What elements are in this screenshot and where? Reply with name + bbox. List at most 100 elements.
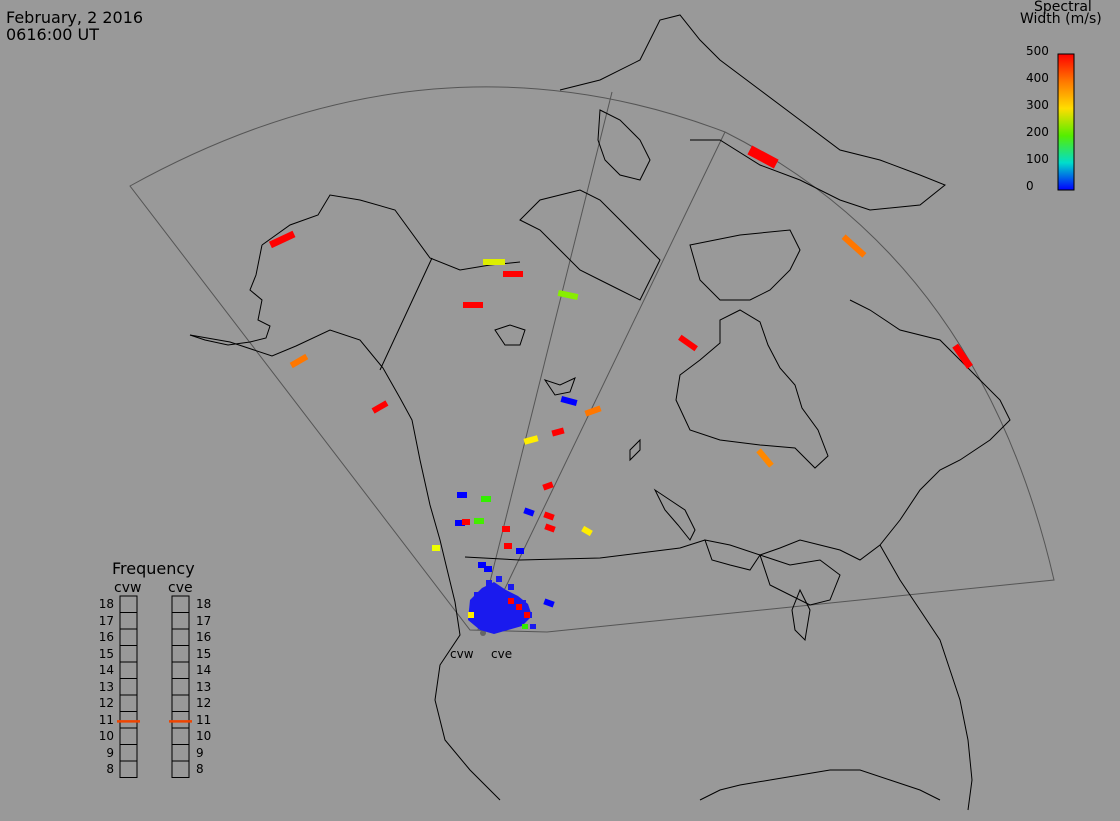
time-label: 0616:00 UT	[6, 25, 100, 44]
borders	[379, 257, 706, 561]
frequency-scale-label: 17	[196, 613, 212, 628]
frequency-cell	[171, 612, 190, 630]
frequency-cell	[119, 744, 138, 762]
frequency-scale-label: 12	[98, 696, 114, 711]
frequency-cell	[171, 760, 190, 778]
echo-cell	[484, 566, 492, 572]
frequency-cell	[171, 595, 190, 613]
coastlines	[189, 14, 1011, 811]
colorbar-tick-label: 100	[1026, 152, 1049, 166]
near-range-echoes	[468, 576, 536, 634]
frequency-cell	[171, 678, 190, 696]
echo-cell	[678, 334, 698, 352]
colorbar-title: Spectral	[1034, 0, 1092, 15]
frequency-scale-label: 8	[106, 762, 114, 777]
beam-line	[483, 131, 726, 633]
beam-line	[477, 91, 613, 631]
frequency-cell	[171, 727, 190, 745]
frequency-scale-label: 18	[196, 597, 212, 612]
frequency-cell	[171, 645, 190, 663]
frequency-scale-label: 9	[196, 745, 204, 760]
echo-cell	[747, 145, 779, 169]
echo-cell	[462, 519, 470, 525]
echo-cell	[551, 427, 565, 437]
colorbar-tick-label: 500	[1026, 44, 1049, 58]
frequency-radar-cvw: cvw	[114, 580, 142, 596]
echo-cells	[268, 145, 973, 608]
echo-cell	[523, 507, 535, 517]
frequency-scale-label: 15	[98, 646, 114, 661]
radar-label-cvw: cvw	[450, 647, 474, 661]
frequency-scale-label: 8	[196, 762, 204, 777]
frequency-cell	[119, 760, 138, 778]
echo-cell	[581, 525, 593, 537]
echo-cell	[503, 271, 523, 277]
near-range-echo-accents	[468, 598, 530, 629]
echo-cell	[478, 562, 486, 568]
echo-cell	[756, 448, 774, 468]
frequency-scale-label: 11	[196, 712, 212, 727]
frequency-scale-label: 16	[98, 630, 114, 645]
frequency-scale-label: 10	[196, 729, 212, 744]
frequency-scale-label: 14	[196, 663, 212, 678]
frequency-scale-label: 18	[98, 597, 114, 612]
frequency-cell	[171, 628, 190, 646]
echo-cell	[952, 343, 973, 369]
frequency-radar-cve: cve	[168, 580, 193, 596]
echo-cell	[523, 435, 539, 445]
echo-cell	[481, 496, 491, 502]
frequency-cell	[119, 595, 138, 613]
frequency-scale-label: 11	[98, 712, 114, 727]
frequency-indicators	[117, 595, 192, 778]
colorbar-tick-label: 400	[1026, 71, 1049, 85]
echo-cell	[268, 230, 296, 249]
frequency-scale-label: 12	[196, 696, 212, 711]
colorbar	[1057, 53, 1075, 191]
frequency-scale-label: 9	[106, 745, 114, 760]
echo-cell	[560, 396, 578, 406]
frequency-cell	[171, 661, 190, 679]
echo-cell	[289, 353, 309, 369]
echo-cell	[543, 598, 555, 608]
frequency-scale-label: 16	[196, 630, 212, 645]
frequency-cell	[119, 727, 138, 745]
frequency-cell	[119, 711, 138, 729]
frequency-scale-label: 13	[196, 679, 212, 694]
frequency-cell	[119, 628, 138, 646]
frequency-cell	[119, 661, 138, 679]
echo-cell	[483, 259, 505, 265]
frequency-cell	[171, 744, 190, 762]
colorbar-units: Width (m/s)	[1020, 11, 1102, 27]
echo-cell	[543, 511, 555, 521]
frequency-cell	[171, 694, 190, 712]
colorbar-tick-label: 0	[1026, 179, 1034, 193]
frequency-title: Frequency	[112, 559, 195, 578]
echo-cell	[542, 481, 554, 491]
fov-outline	[129, 86, 1055, 633]
echo-cell	[557, 289, 579, 301]
echo-cell	[371, 400, 389, 414]
radar-site-cvw	[480, 630, 486, 636]
echo-cell	[432, 545, 440, 551]
echo-cell	[455, 520, 465, 526]
echo-cell	[544, 523, 556, 533]
echo-cell	[502, 526, 510, 532]
radar-label-cve: cve	[491, 647, 513, 661]
echo-cell	[516, 548, 524, 554]
frequency-scale-label: 14	[98, 663, 114, 678]
date-label: February, 2 2016	[6, 8, 144, 27]
echo-cell	[463, 302, 483, 308]
colorbar-tick-label: 200	[1026, 125, 1049, 139]
frequency-scale-label: 13	[98, 679, 114, 694]
echo-cell	[584, 405, 602, 417]
frequency-cell	[119, 678, 138, 696]
colorbar-bar	[1057, 53, 1075, 191]
echo-cell	[504, 543, 512, 549]
frequency-scale-label: 15	[196, 646, 212, 661]
echo-cell	[457, 492, 467, 498]
frequency-scale-label: 17	[98, 613, 114, 628]
frequency-cell	[119, 694, 138, 712]
frequency-cell	[171, 711, 190, 729]
